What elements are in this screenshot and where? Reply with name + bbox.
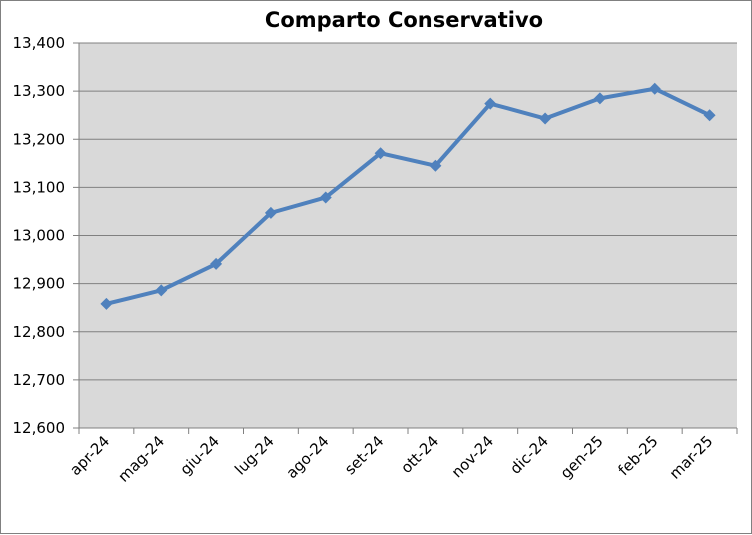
x-tick-label: mag-24 bbox=[114, 432, 168, 486]
x-tick-label: lug-24 bbox=[231, 432, 277, 478]
y-tick-label: 13,200 bbox=[13, 130, 66, 148]
data-point-marker bbox=[374, 147, 387, 160]
x-tick-label: set-24 bbox=[341, 432, 387, 478]
y-tick-label: 13,000 bbox=[13, 227, 66, 245]
y-tick-label: 13,300 bbox=[13, 82, 66, 100]
data-point-marker bbox=[703, 109, 716, 122]
data-point-marker bbox=[319, 191, 332, 204]
data-point-marker bbox=[100, 297, 113, 310]
axes bbox=[73, 42, 738, 434]
x-axis-ticks: apr-24 mag-24 giu-24 lug-24 ago-24 set-24 ott-… bbox=[66, 432, 716, 486]
y-tick-label: 12,900 bbox=[13, 275, 66, 293]
x-tick-label: ago-24 bbox=[283, 432, 333, 482]
data-point-marker bbox=[484, 97, 497, 110]
y-tick-label: 12,800 bbox=[13, 323, 66, 341]
series-layer bbox=[100, 82, 716, 310]
x-tick-label: gen-25 bbox=[557, 432, 607, 482]
x-tick-label: giu-24 bbox=[176, 432, 222, 478]
data-point-marker bbox=[539, 112, 552, 125]
x-tick-label: ott-24 bbox=[397, 432, 442, 477]
x-tick-label: dic-24 bbox=[506, 432, 552, 478]
data-point-marker bbox=[264, 206, 277, 219]
data-point-marker bbox=[593, 92, 606, 105]
chart-title: Comparto Conservativo bbox=[265, 8, 543, 32]
x-tick-label: apr-24 bbox=[66, 432, 113, 479]
data-point-marker bbox=[210, 257, 223, 270]
x-tick-label: feb-25 bbox=[615, 432, 662, 479]
gridlines bbox=[79, 42, 737, 381]
y-tick-label: 12,600 bbox=[13, 419, 66, 437]
data-point-marker bbox=[155, 284, 168, 297]
y-tick-label: 13,400 bbox=[13, 34, 66, 52]
x-tick-label: mar-25 bbox=[666, 432, 717, 483]
y-tick-label: 12,700 bbox=[13, 371, 66, 389]
x-tick-label: nov-24 bbox=[448, 432, 497, 481]
data-point-marker bbox=[429, 159, 442, 172]
y-tick-label: 13,100 bbox=[13, 178, 66, 196]
y-axis-ticks: 12,600 12,700 12,800 12,900 13,000 13,100 13,2… bbox=[13, 34, 66, 437]
series-line bbox=[104, 86, 712, 306]
data-point-marker bbox=[648, 82, 661, 95]
